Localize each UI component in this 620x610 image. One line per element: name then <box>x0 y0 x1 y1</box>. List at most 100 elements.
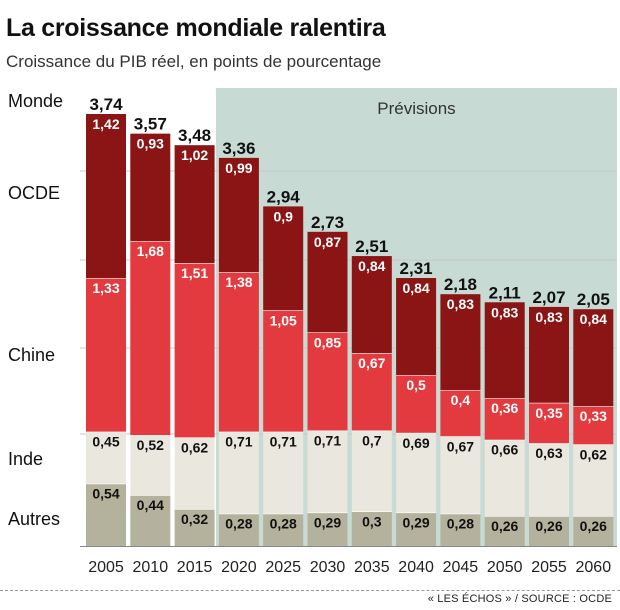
bar-inde-2015 <box>174 437 215 510</box>
bar-ocde-2015 <box>174 145 215 264</box>
x-tick-2035: 2035 <box>354 559 390 576</box>
total-2005: 3,74 <box>89 95 123 114</box>
x-tick-2030: 2030 <box>310 559 346 576</box>
label-autres-2005: 0,54 <box>92 486 119 502</box>
label-autres-2020: 0,28 <box>225 516 252 532</box>
x-tick-2060: 2060 <box>576 559 612 576</box>
label-inde-2030: 0,71 <box>314 432 341 448</box>
label-autres-2025: 0,28 <box>270 516 297 532</box>
bar-inde-2005 <box>86 431 126 484</box>
label-chine-2055: 0,35 <box>535 405 562 421</box>
legend-monde: Monde <box>8 91 63 111</box>
label-chine-2045: 0,4 <box>451 392 471 408</box>
bar-inde-2030 <box>307 430 348 513</box>
x-tick-2020: 2020 <box>221 559 257 576</box>
segment-labels: 0,54 0,45 1,33 1,42 0,44 0,52 1,68 0,93 0,32 0,62… <box>92 116 607 534</box>
label-autres-2035: 0,3 <box>362 513 382 529</box>
label-inde-2015: 0,62 <box>181 439 208 455</box>
total-2010: 3,57 <box>134 115 167 134</box>
bar-autres-2030 <box>307 512 348 546</box>
label-ocde-2060: 0,84 <box>580 311 607 327</box>
label-autres-2045: 0,28 <box>447 516 474 532</box>
label-autres-2030: 0,29 <box>314 515 341 531</box>
bar-autres-2040 <box>396 512 437 546</box>
bar-inde-2050 <box>484 439 525 516</box>
total-2035: 2,51 <box>355 237 388 256</box>
bar-chine-2025 <box>263 310 304 432</box>
bar-chine-2055 <box>529 402 569 444</box>
bar-autres-2035 <box>351 511 392 546</box>
bar-ocde-2055 <box>529 306 569 403</box>
label-inde-2005: 0,45 <box>92 434 119 450</box>
bar-autres-2010 <box>130 495 171 546</box>
bar-ocde-2030 <box>307 231 348 333</box>
bar-chine-2005 <box>86 278 126 432</box>
label-chine-2050: 0,36 <box>491 400 518 416</box>
bar-inde-2060 <box>573 444 614 516</box>
bar-chine-2020 <box>218 272 259 432</box>
bar-inde-2020 <box>218 431 259 514</box>
chart-title: La croissance mondiale ralentira <box>6 14 386 42</box>
bar-chine-2015 <box>174 263 215 438</box>
forecast-label: Prévisions <box>377 99 455 118</box>
total-2055: 2,07 <box>532 288 565 307</box>
bar-inde-2055 <box>529 443 569 516</box>
label-ocde-2040: 0,84 <box>402 280 429 296</box>
bar-chine-2060 <box>573 406 614 445</box>
label-ocde-2025: 0,9 <box>273 208 293 224</box>
label-chine-2015: 1,51 <box>181 265 208 281</box>
label-ocde-2010: 0,93 <box>137 136 164 152</box>
label-inde-2025: 0,71 <box>270 434 297 450</box>
total-2020: 3,36 <box>222 139 255 158</box>
x-tick-2045: 2045 <box>443 559 479 576</box>
total-2040: 2,31 <box>400 259 433 278</box>
total-2045: 2,18 <box>444 275 477 294</box>
label-inde-2010: 0,52 <box>137 437 164 453</box>
total-labels: 3,74 3,57 3,48 3,36 2,94 2,73 2,51 2,31 2,18 2,11… <box>89 95 609 309</box>
label-chine-2060: 0,33 <box>580 408 607 424</box>
bars <box>86 114 614 546</box>
bar-ocde-2060 <box>573 309 614 407</box>
label-autres-2010: 0,44 <box>137 497 164 513</box>
label-inde-2020: 0,71 <box>225 434 252 450</box>
bar-autres-2020 <box>218 513 259 546</box>
bar-chine-2045 <box>440 390 481 437</box>
bar-inde-2045 <box>440 436 481 514</box>
x-tick-2050: 2050 <box>487 559 523 576</box>
legend-chine: Chine <box>8 345 55 365</box>
bar-ocde-2050 <box>484 302 525 399</box>
label-inde-2040: 0,69 <box>402 435 429 451</box>
label-autres-2055: 0,26 <box>535 518 562 534</box>
x-tick-2025: 2025 <box>265 559 301 576</box>
label-ocde-2030: 0,87 <box>314 234 341 250</box>
label-ocde-2020: 0,99 <box>225 160 252 176</box>
label-autres-2015: 0,32 <box>181 511 208 527</box>
bar-chine-2010 <box>130 241 171 436</box>
x-axis: 2005 2010 2015 2020 2025 2030 2035 2040 2045 2050… <box>80 546 617 576</box>
bar-inde-2035 <box>351 430 392 512</box>
label-ocde-2005: 1,42 <box>92 116 119 132</box>
x-tick-2015: 2015 <box>177 559 213 576</box>
bar-ocde-2005 <box>86 114 126 279</box>
bar-inde-2010 <box>130 435 171 496</box>
x-tick-2040: 2040 <box>398 559 434 576</box>
label-inde-2055: 0,63 <box>535 445 562 461</box>
bar-ocde-2035 <box>351 256 392 354</box>
label-autres-2040: 0,29 <box>402 515 429 531</box>
bar-autres-2050 <box>484 515 525 546</box>
legend-ocde: OCDE <box>8 183 60 203</box>
bar-chine-2050 <box>484 398 525 440</box>
bar-ocde-2025 <box>263 206 304 311</box>
label-autres-2060: 0,26 <box>580 518 607 534</box>
label-inde-2045: 0,67 <box>447 438 474 454</box>
bar-ocde-2010 <box>130 133 171 242</box>
label-ocde-2045: 0,83 <box>447 296 474 312</box>
bar-inde-2040 <box>396 432 437 513</box>
label-chine-2030: 0,85 <box>314 334 341 350</box>
bar-chine-2040 <box>396 375 437 433</box>
bar-autres-2045 <box>440 513 481 546</box>
legend-autres: Autres <box>8 509 60 529</box>
label-ocde-2055: 0,83 <box>535 309 562 325</box>
bar-inde-2025 <box>263 431 304 514</box>
label-chine-2040: 0,5 <box>406 377 426 393</box>
